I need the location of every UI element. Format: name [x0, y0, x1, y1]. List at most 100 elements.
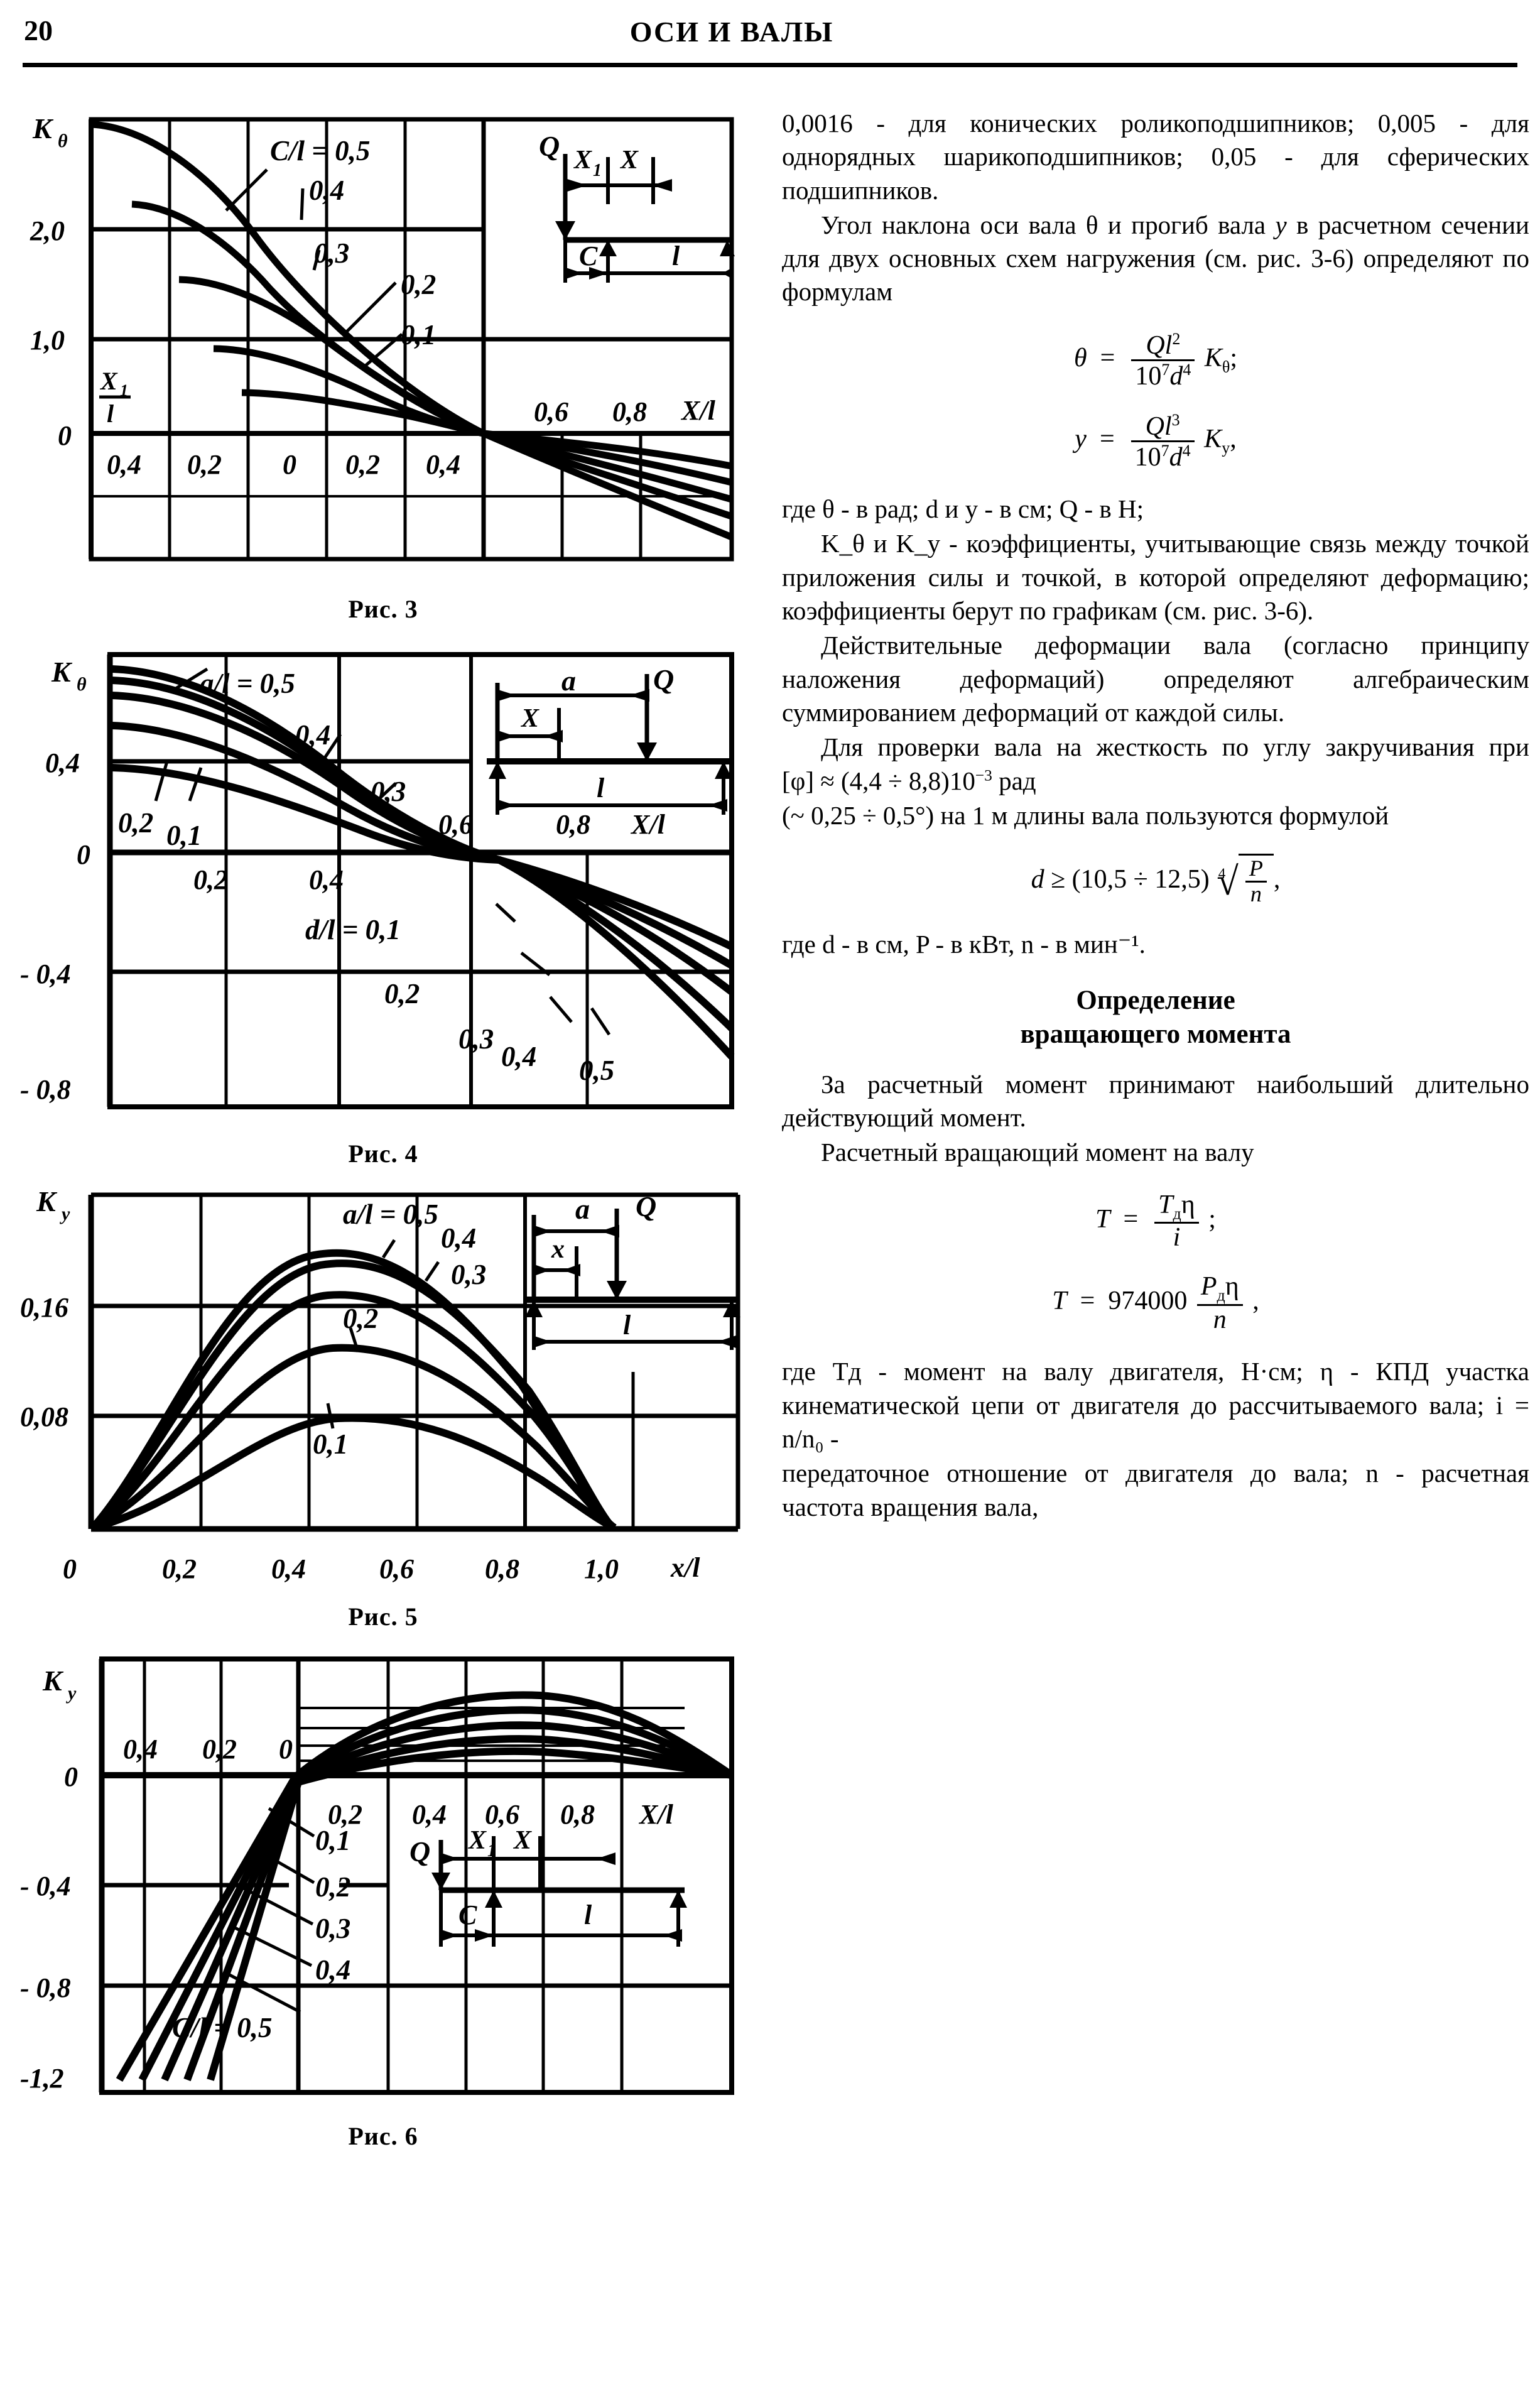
phi-approx: ≈: [820, 766, 835, 795]
paragraph-coefficients: K_θ и K_y - коэффициенты, учитывающие св…: [782, 529, 1529, 626]
ris6-xtick-lo-3: 0,8: [560, 1799, 595, 1830]
T2-num-sub: д: [1217, 1286, 1225, 1305]
d-root-den: n: [1250, 881, 1262, 907]
paragraph-design-moment: За расчетный момент принимают наибольший…: [782, 1069, 1529, 1133]
paragraph-units-2: где d - в см, P - в кВт, n - в мин⁻¹.: [782, 929, 1146, 959]
ris3-beam-c: C: [579, 241, 598, 271]
ris4-xtick-up-1: 0,8: [556, 809, 590, 840]
ris5-curve-label-main: a/l = 0,5: [343, 1199, 438, 1230]
ris5-beam-x: x: [551, 1235, 565, 1264]
p6-part1: Для проверки вала на жесткость по углу з…: [821, 732, 1529, 762]
ris5-xtick-2: 0,4: [271, 1553, 306, 1584]
paragraph-bearing-coefficients: 0,0016 - для конических роликоподшипнико…: [782, 109, 1529, 205]
ris4-beam-x: X: [520, 704, 540, 733]
T1-den: i: [1173, 1223, 1181, 1253]
p6-math: [φ] ≈ (4,4 ÷ 8,8)10−3 рад: [782, 766, 1036, 795]
formula-y-fraction: Ql3 107d4: [1131, 411, 1195, 471]
ris4-beam-load: Q: [653, 663, 674, 695]
paragraph-torque-terms: где Tд - момент на валу двигателя, Н·см;…: [782, 1355, 1529, 1455]
T1-fraction: Tдη i: [1154, 1191, 1199, 1252]
ris4-curve-lo-0: 0,2: [384, 978, 420, 1009]
ris3-xtick-lo-2: 0: [283, 449, 296, 480]
ris4-beam-l: l: [597, 773, 605, 803]
ris5-xtick-4: 0,8: [485, 1553, 519, 1584]
ris6-beam-load: Q: [409, 1835, 430, 1868]
theta-num-sup: 2: [1172, 329, 1181, 348]
ris3-curve-label-2: 0,2: [401, 269, 436, 300]
ris4-ylabel-sub: θ: [77, 674, 87, 695]
ris4-curve-up-2: 0,2: [118, 807, 153, 839]
ris6-xtick-up-0: 0,4: [123, 1734, 158, 1765]
ris5-beam-l: l: [623, 1310, 631, 1341]
T1-tail: ;: [1208, 1204, 1216, 1234]
y-coef: K: [1204, 425, 1222, 454]
header-rule: [23, 63, 1517, 67]
formula-y: y = Ql3 107d4 Ky,: [782, 411, 1529, 471]
ris5-xtick-5: 1,0: [584, 1553, 619, 1584]
ris6-curve-label-main: C/l = 0,5: [172, 2012, 272, 2043]
p10-part1: где Tд - момент на валу двигателя, Н·см;…: [782, 1357, 1529, 1453]
ris4-curve-lo-2: 0,4: [501, 1041, 536, 1072]
ris4-beam-a: a: [561, 665, 576, 697]
ris3-xtick-lo-3: 0,2: [345, 449, 380, 480]
formula-theta-lhs: θ: [1073, 344, 1087, 373]
ris3-sec-ylabel-sub: 1: [120, 381, 128, 400]
ris3-ytick-1: 1,0: [30, 325, 65, 356]
page-number: 20: [24, 14, 53, 46]
paragraph-gear-ratio: передаточное отношение от двигателя до в…: [782, 1459, 1529, 1521]
ris5-ytick-0: 0,16: [20, 1292, 68, 1323]
ris-5-chart: K y 0,16 0,08 a/l = 0,5 0,4 0,3 0,2 0,1 …: [20, 1185, 740, 1584]
section-heading-line-2: вращающего момента: [1020, 1020, 1291, 1050]
ris6-xtick-lo-0: 0,2: [328, 1799, 362, 1830]
T2-num-eta: η: [1225, 1272, 1239, 1302]
page-header: 20 ОСИ И ВАЛЫ: [0, 0, 1540, 75]
T2-num: P: [1200, 1272, 1217, 1302]
ris3-ytick-0: 2,0: [30, 215, 65, 246]
formula-torque-1: T = Tдη i ;: [782, 1191, 1529, 1252]
ris3-curve-label-1: 0,3: [314, 237, 349, 269]
paragraph-superposition: Действительные деформации вала (согласно…: [782, 631, 1529, 727]
ris3-curve-label-3: 0,1: [401, 319, 436, 351]
phi-bracket: [φ]: [782, 766, 814, 795]
ris4-ylabel: K: [51, 656, 73, 688]
radical-icon: √: [1217, 859, 1239, 904]
ris3-sec-ylabel-num: X: [99, 367, 118, 395]
ris5-beam-a: a: [575, 1193, 590, 1225]
ris4-curve-lo-1: 0,3: [458, 1023, 494, 1055]
ris3-sec-ylabel-den: l: [107, 400, 114, 428]
theta-den-d: d: [1169, 361, 1183, 391]
text-column: 0,0016 - для конических роликоподшипнико…: [782, 107, 1529, 1525]
ris6-ytick-3: -1,2: [20, 2063, 64, 2094]
ris6-curve-0: 0,1: [315, 1825, 350, 1856]
ris5-xtick-1: 0,2: [162, 1553, 197, 1584]
ris3-xtick-up-1: 0,8: [612, 396, 647, 427]
ris-6-chart: K y 0 - 0,4 - 0,8 -1,2 0,4 0,2 0 0,2 0,4…: [20, 1656, 734, 2095]
theta-num: Ql: [1146, 330, 1173, 360]
figures-column: K θ 2,0 1,0 0 X 1 l C/l = 0,5 0,4 0,3 0,…: [13, 94, 754, 2160]
phi-pow-sup: −3: [975, 766, 992, 784]
formula-theta: θ = Ql2 107d4 Kθ;: [782, 330, 1529, 390]
paragraph-torsion-range: (~ 0,25 ÷ 0,5°) на 1 м длины вала пользу…: [782, 800, 1389, 830]
phi-unit: рад: [999, 766, 1036, 795]
phi-paren: (4,4 ÷ 8,8): [841, 766, 950, 795]
y-den-d: d: [1169, 443, 1183, 472]
ris3-beam-l: l: [672, 241, 680, 271]
ris5-curve-3: 0,1: [313, 1428, 348, 1460]
T2-const: 974000: [1108, 1286, 1188, 1316]
formula-y-equals: =: [1093, 425, 1122, 454]
theta-coef-sub: θ: [1222, 357, 1230, 376]
figure-ris-3: K θ 2,0 1,0 0 X 1 l C/l = 0,5 0,4 0,3 0,…: [13, 94, 754, 624]
d-paren: (10,5 ÷ 12,5): [1071, 865, 1210, 895]
root-index: 4: [1218, 865, 1226, 882]
ris6-ytick-0: 0: [64, 1761, 78, 1792]
theta-den-base: 10: [1135, 361, 1162, 391]
ris6-beam-c: C: [458, 1900, 477, 1930]
paragraph-units-1: где θ - в рад; d и y - в см; Q - в Н;: [782, 494, 1144, 524]
ris-4-chart: K θ 0,4 0 - 0,4 - 0,8 a/l = 0,5 0,4 0,3 …: [20, 652, 735, 1109]
ris4-ytick-1: 0: [77, 839, 90, 870]
theta-tail: ;: [1230, 344, 1238, 373]
T1-num-eta: η: [1181, 1190, 1195, 1219]
ris6-xtick-up-1: 0,2: [202, 1734, 237, 1765]
